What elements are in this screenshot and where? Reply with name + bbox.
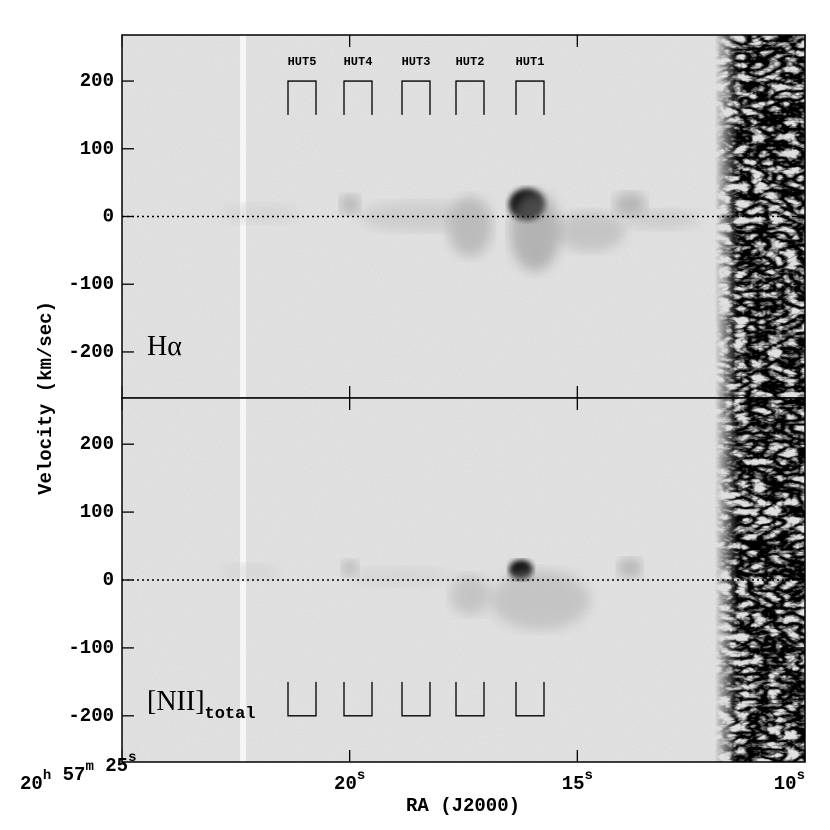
- y-axis-label: Velocity (km/sec): [35, 301, 57, 495]
- aperture: [287, 681, 317, 717]
- x-axis-label: RA (J2000): [406, 795, 520, 817]
- y-tick-label: 200: [80, 70, 114, 92]
- y-tick-label: -100: [68, 637, 114, 659]
- aperture-label: HUT3: [402, 55, 431, 69]
- aperture-label: HUT5: [288, 55, 317, 69]
- x-tick-label: 20h 57m 25s: [20, 750, 136, 795]
- y-tick-label: -100: [68, 273, 114, 295]
- y-tick-label: 0: [103, 206, 114, 228]
- aperture: [455, 681, 485, 717]
- aperture: [287, 80, 317, 115]
- aperture: [515, 681, 545, 717]
- emission: [220, 203, 300, 224]
- aperture: [401, 80, 431, 115]
- panel-label: Hα: [147, 331, 182, 362]
- y-tick-label: 0: [103, 569, 114, 591]
- y-tick-label: 100: [80, 501, 114, 523]
- panel-label-sub: total: [205, 705, 256, 724]
- aperture-label: HUT2: [456, 55, 485, 69]
- noise: [715, 35, 805, 398]
- emission: [614, 192, 646, 217]
- emission: [450, 575, 490, 615]
- emission: [620, 209, 700, 230]
- panel: -200 -100 0 100 200 HUT5 HUT4 HUT3 HUT2 HUT1 Hα: [68, 34, 806, 399]
- x-tick-label: 15s: [562, 768, 593, 795]
- aperture: [455, 80, 485, 115]
- aperture-label: HUT4: [344, 55, 373, 69]
- emission: [340, 194, 360, 215]
- emission: [220, 564, 280, 580]
- emission: [510, 191, 560, 272]
- noisy-edge: [715, 398, 805, 762]
- noise: [715, 398, 805, 762]
- emission: [618, 558, 642, 578]
- aperture: [401, 681, 431, 717]
- emission: [360, 201, 480, 232]
- emission: [342, 560, 358, 576]
- aperture-label: HUT1: [516, 55, 545, 69]
- x-tick-label: 10s: [774, 768, 805, 795]
- y-tick-label: 100: [80, 138, 114, 160]
- x-tick-label: 20s: [334, 768, 365, 795]
- noisy-edge: [715, 35, 805, 398]
- y-tick-label: -200: [68, 341, 114, 363]
- emission: [555, 211, 625, 252]
- y-tick-label: -200: [68, 705, 114, 727]
- aperture: [515, 80, 545, 115]
- emission: [490, 570, 590, 630]
- y-tick-label: 200: [80, 433, 114, 455]
- aperture: [343, 681, 373, 717]
- emission: [350, 567, 450, 587]
- aperture: [343, 80, 373, 115]
